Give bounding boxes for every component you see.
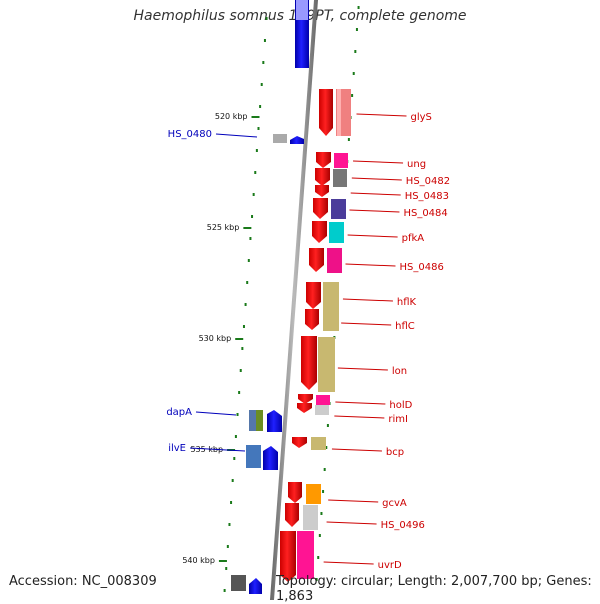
tick-dot-left [241,347,244,350]
gene-label[interactable]: HS_0496 [381,520,425,531]
ruler-label: 540 kbp [182,556,215,565]
tick-dot-left [226,545,229,548]
ruler-tick [251,116,260,118]
gene-label[interactable]: HS_0482 [406,176,450,187]
gene-label[interactable]: hflC [395,321,415,332]
gene-labels-left: HS_0480 dapA ilvE [166,129,258,454]
tick-dot-right [357,6,360,9]
gene-callout-line [351,177,402,181]
gene-label[interactable]: hflK [397,297,417,308]
gene-label[interactable]: dapA [166,407,192,418]
gene-callout-line [328,499,379,503]
tick-dot-right [351,94,354,97]
tick-dot-left [259,105,262,108]
tick-dot-left [263,39,266,42]
tick-dot-right [326,424,329,427]
tick-dot-left [225,567,228,570]
gene-callout-line [337,367,388,371]
tick-dot-left [223,589,226,592]
ruler-label: 530 kbp [199,334,232,343]
gene-callout-line [323,561,374,565]
tick-dot-right [325,446,328,449]
gene-label[interactable]: uvrD [378,560,402,571]
tick-dot-left [262,61,265,64]
gene-label[interactable]: ilvE [168,443,186,454]
tick-dot-left [239,369,242,372]
gene-label[interactable]: bcp [386,447,404,458]
gene-callout-line [334,415,385,419]
tick-dot-left [247,259,250,262]
gene-label[interactable]: HS_0483 [405,191,449,202]
tick-dot-left [228,523,231,526]
gene-callout-line [341,322,392,326]
gene-label[interactable]: glyS [410,112,431,123]
tick-dot-left [251,215,254,218]
tick-dot-left [236,413,239,416]
tick-dot-right [323,468,326,471]
gene-callout-line [195,411,237,416]
tick-dot-left [252,193,255,196]
tick-dot-left [255,149,258,152]
gene-callout-line [189,447,246,452]
tick-dot-left [257,127,260,130]
gene-callout-line [335,401,386,405]
gene-label[interactable]: HS_0480 [168,129,212,140]
tick-dot-left [234,435,237,438]
gene-label[interactable]: HS_0486 [399,262,443,273]
forward-strand-cds [280,89,333,582]
tick-dot-left [242,325,245,328]
gene-label[interactable]: gcvA [382,498,407,509]
tick-dot-left [260,83,263,86]
ruler-tick [235,338,244,340]
tick-dot-left [230,501,233,504]
gene-labels-right: glyS ung HS_0482 HS_0483 HS_0484 pfkA HS_0486h… [323,112,450,571]
cog-boxes [297,89,351,579]
reverse-strand-cds [231,134,304,594]
genome-backbone [270,0,318,600]
tick-dot-left [244,303,247,306]
tick-dot-right [318,534,321,537]
tick-dot-right [352,72,355,75]
gene-callout-line [347,234,398,238]
tick-dot-left [231,479,234,482]
ruler-label: 525 kbp [207,223,240,232]
gene-callout-line [350,192,401,196]
gene-callout-line [353,160,404,164]
tick-dot-right [355,28,358,31]
tick-dot-left [233,457,236,460]
gene-callout-line [349,209,400,213]
gene-label[interactable]: ung [407,159,426,170]
gene-label[interactable]: pfkA [402,233,425,244]
tick-dot-left [254,171,257,174]
gene-callout-line [342,298,393,302]
tick-dot-right [354,50,357,53]
ruler-tick [243,227,252,229]
gene-callout-line [326,521,377,525]
accession-text: Accession: NC_008309 [9,574,157,589]
ruler: 520 kbp 525 kbp 530 kbp 535 kbp 540 kbp [182,112,260,565]
tick-dot-right [320,512,323,515]
tick-dot-right [317,556,320,559]
tick-dot-left [238,391,241,394]
tick-dot-right [315,578,318,581]
gene-label[interactable]: HS_0484 [403,208,447,219]
tick-dot-left [265,17,268,20]
tick-dot-left [246,281,249,284]
gene-callout-line [331,448,382,452]
gene-callout-line [215,133,258,138]
gene-label[interactable]: holD [389,400,412,411]
cds-reverse-segment-light [296,0,308,20]
gene-callout-line [356,113,407,117]
tick-dot-right [322,490,325,493]
ruler-label: 520 kbp [215,112,248,121]
gene-callout-line [345,263,396,267]
tick-dot-right [347,138,350,141]
ruler-label: 535 kbp [190,445,223,454]
tick-dot-left [249,237,252,240]
gene-label[interactable]: rimI [388,414,408,425]
gene-label[interactable]: lon [392,366,407,377]
ruler-tick [218,560,227,562]
